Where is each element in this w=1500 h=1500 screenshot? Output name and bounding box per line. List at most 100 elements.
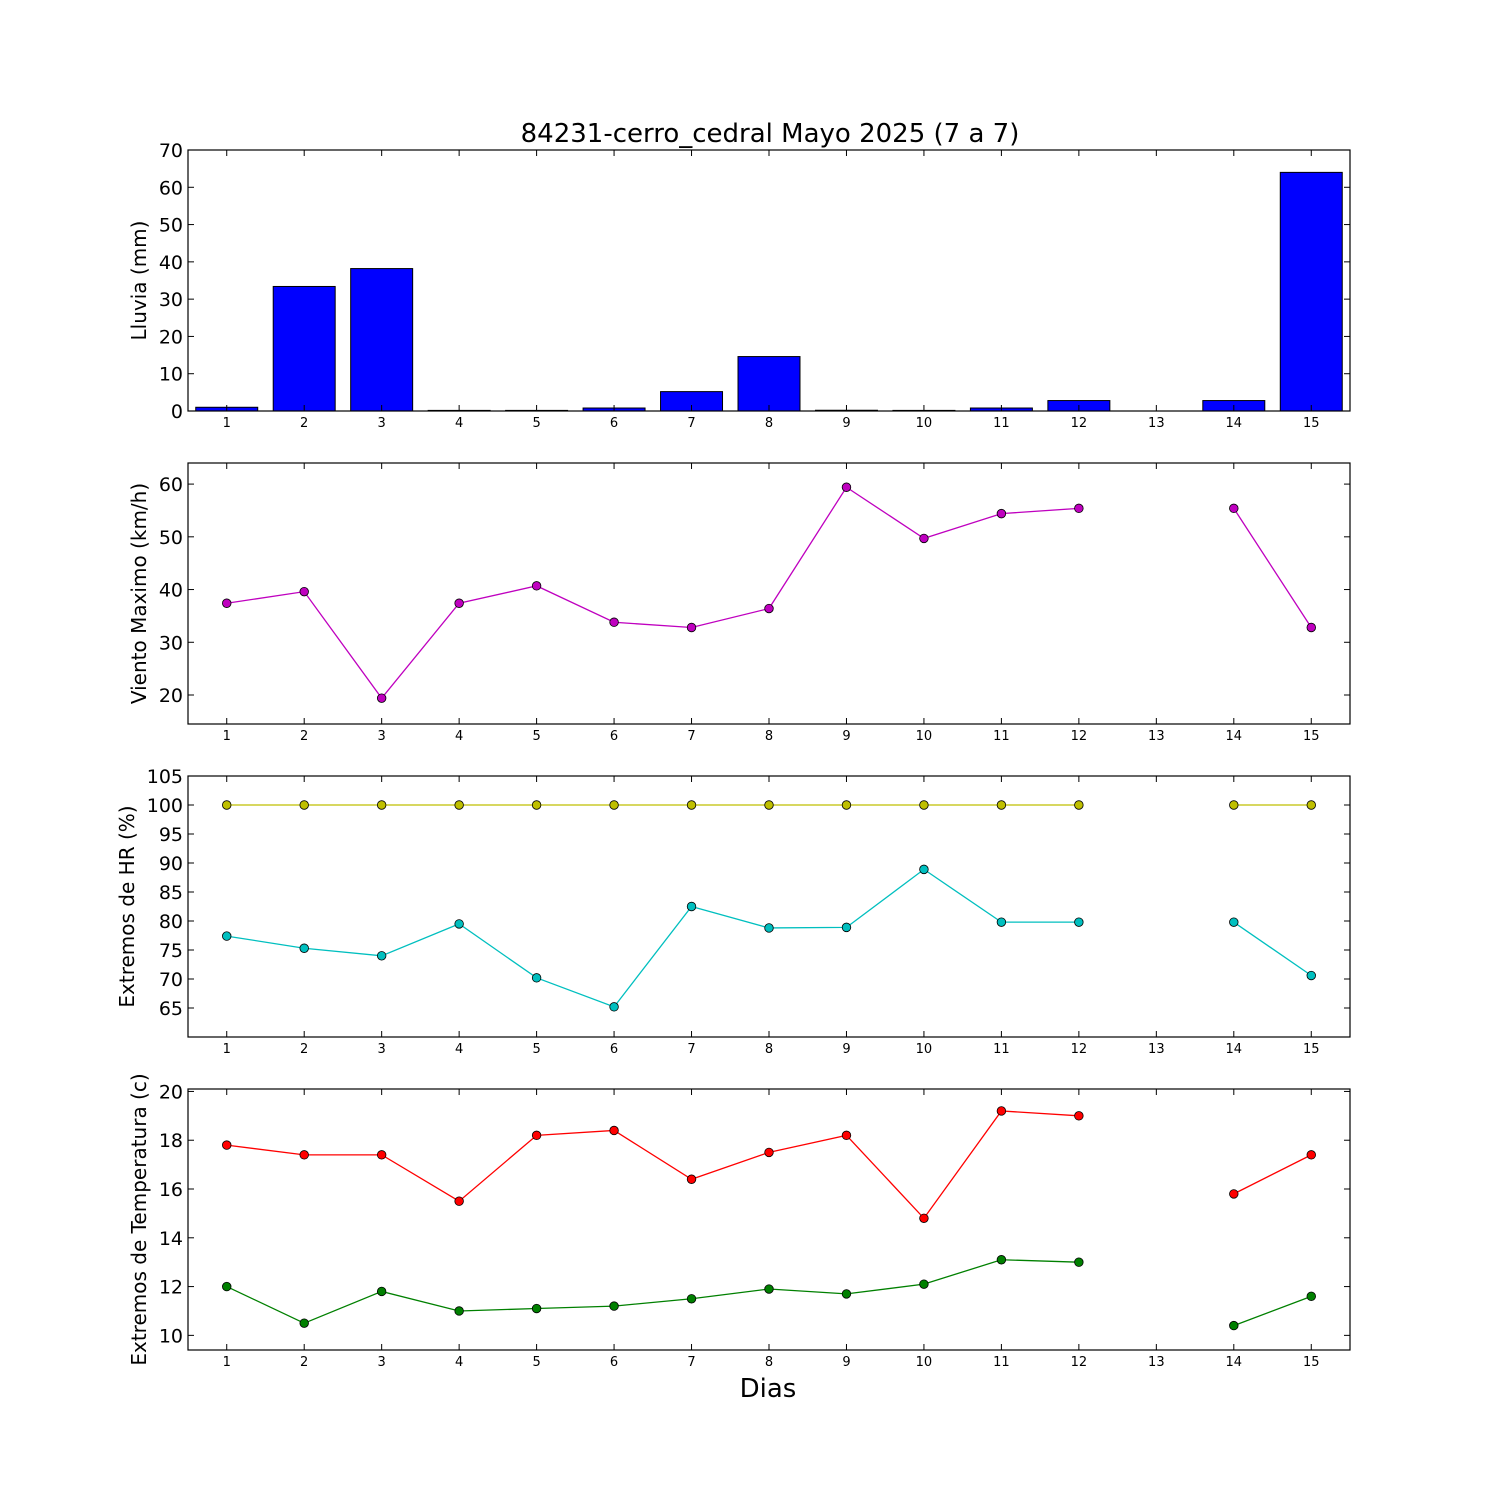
- humidity-ytick-label: 70: [159, 969, 183, 991]
- humidity-series-1-point: [376, 800, 387, 810]
- wind-xtick-label: 2: [300, 729, 308, 744]
- wind-series-1-point: [531, 581, 542, 591]
- temperature-xtick-label: 7: [687, 1355, 695, 1370]
- temperature-series-1-point: [609, 1125, 619, 1136]
- humidity-series-1-point: [996, 800, 1007, 810]
- temperature-ytick-label: 16: [159, 1179, 183, 1201]
- humidity-series-1-point: [841, 800, 852, 810]
- rain-ytick-label: 50: [159, 215, 183, 237]
- temperature-series-2-point: [299, 1318, 309, 1328]
- humidity-ytick-label: 80: [159, 911, 183, 933]
- humidity-series-2-point: [1074, 917, 1084, 927]
- temperature-xtick-label: 12: [1071, 1355, 1088, 1370]
- humidity-xtick-label: 2: [300, 1042, 308, 1057]
- temperature-xtick-label: 1: [223, 1355, 231, 1370]
- rain-xtick-label: 8: [765, 416, 773, 431]
- temperature-series-2-point: [1074, 1257, 1084, 1267]
- humidity-series-1-point: [222, 800, 232, 810]
- temperature-series-2-point: [376, 1286, 387, 1297]
- humidity-xtick-label: 12: [1071, 1042, 1088, 1057]
- temperature-series-1-point: [376, 1150, 387, 1160]
- wind-ytick-label: 60: [159, 474, 183, 496]
- temperature-series-2-point: [1306, 1291, 1316, 1302]
- humidity-series-1-point: [764, 800, 774, 810]
- temperature-series-1-point: [686, 1174, 697, 1184]
- humidity-xtick-label: 1: [223, 1042, 231, 1057]
- temperature-ylabel: Extremos de Temperatura (c): [127, 1073, 151, 1365]
- rain-bar: [1279, 171, 1343, 412]
- humidity-series-1-point: [919, 800, 929, 810]
- wind-xtick-label: 8: [765, 729, 773, 744]
- humidity-ylabel: Extremos de HR (%): [115, 805, 139, 1007]
- humidity-xtick-label: 7: [687, 1042, 695, 1057]
- humidity-xtick-label: 15: [1303, 1042, 1320, 1057]
- wind-xtick-label: 12: [1071, 729, 1088, 744]
- wind-xtick-label: 1: [223, 729, 231, 744]
- rain-ytick-label: 70: [159, 140, 183, 162]
- rain-bar: [350, 268, 414, 412]
- wind-xtick-label: 6: [610, 729, 618, 744]
- humidity-series-1-point: [531, 800, 542, 810]
- humidity-series-2-point: [1306, 970, 1316, 981]
- rain-bar: [272, 285, 336, 412]
- wind-xtick-label: 7: [687, 729, 695, 744]
- temperature-series-1-point: [764, 1147, 774, 1158]
- temperature-series-2-point: [686, 1294, 697, 1304]
- temperature-series-1-point: [1229, 1189, 1239, 1199]
- rain-ytick-label: 20: [159, 326, 183, 348]
- humidity-ytick-label: 95: [159, 824, 183, 846]
- humidity-series-2-point: [1229, 917, 1239, 927]
- wind-xtick-label: 10: [916, 729, 933, 744]
- rain-ytick-label: 40: [159, 252, 183, 274]
- humidity-series-1-point: [1306, 800, 1316, 810]
- rain-xtick-label: 14: [1226, 416, 1243, 431]
- wind-series-1-point: [764, 603, 774, 614]
- wind-series-1-point: [996, 508, 1007, 519]
- wind-xtick-label: 14: [1226, 729, 1243, 744]
- humidity-series-2-point: [686, 901, 697, 912]
- temperature-ytick-label: 12: [159, 1277, 183, 1299]
- humidity-series-2-point: [919, 864, 929, 875]
- humidity-ytick-label: 75: [159, 940, 183, 962]
- wind-series-1-point: [919, 533, 929, 544]
- temperature-series-2-point: [531, 1303, 542, 1314]
- wind-series-1-point: [609, 617, 619, 627]
- humidity-series-2-line: [1233, 921, 1312, 977]
- temperature-series-1-point: [222, 1140, 232, 1150]
- humidity-series-1-point: [686, 800, 697, 810]
- temperature-ytick-label: 14: [159, 1228, 183, 1250]
- humidity-xtick-label: 14: [1226, 1042, 1243, 1057]
- figure-title: 84231-cerro_cedral Mayo 2025 (7 a 7): [521, 119, 1020, 149]
- temperature-series-1-point: [919, 1213, 929, 1223]
- rain-xtick-label: 9: [842, 416, 850, 431]
- rain-ylabel: Lluvia (mm): [127, 221, 151, 341]
- humidity-xtick-label: 5: [532, 1042, 540, 1057]
- rain-xtick-label: 2: [300, 416, 308, 431]
- temperature-series-2-point: [996, 1255, 1007, 1265]
- wind-ytick-label: 30: [159, 632, 183, 654]
- temperature-series-1-point: [454, 1196, 464, 1206]
- wind-ytick-label: 50: [159, 527, 183, 549]
- rain-ytick-label: 10: [159, 364, 183, 386]
- temperature-ytick-label: 10: [159, 1325, 183, 1347]
- wind-series-1-line: [226, 486, 1079, 700]
- humidity-xtick-label: 13: [1148, 1042, 1165, 1057]
- humidity-series-2-point: [299, 943, 309, 953]
- wind-ytick-label: 20: [159, 685, 183, 707]
- humidity-ytick-label: 65: [159, 998, 183, 1020]
- temperature-ytick-label: 20: [159, 1081, 183, 1103]
- humidity-series-2-point: [531, 973, 542, 983]
- humidity-xtick-label: 9: [842, 1042, 850, 1057]
- humidity-series-2-point: [376, 951, 387, 961]
- humidity-series-2-point: [222, 931, 232, 941]
- humidity-ytick-label: 100: [147, 795, 183, 817]
- humidity-xtick-label: 6: [610, 1042, 618, 1057]
- rain-xtick-label: 12: [1071, 416, 1088, 431]
- temperature-series-2-point: [609, 1301, 619, 1311]
- temperature-series-1-point: [531, 1130, 542, 1141]
- temperature-series-2-line: [226, 1259, 1079, 1324]
- temperature-series-2-point: [454, 1306, 464, 1316]
- temperature-series-2-point: [222, 1281, 232, 1292]
